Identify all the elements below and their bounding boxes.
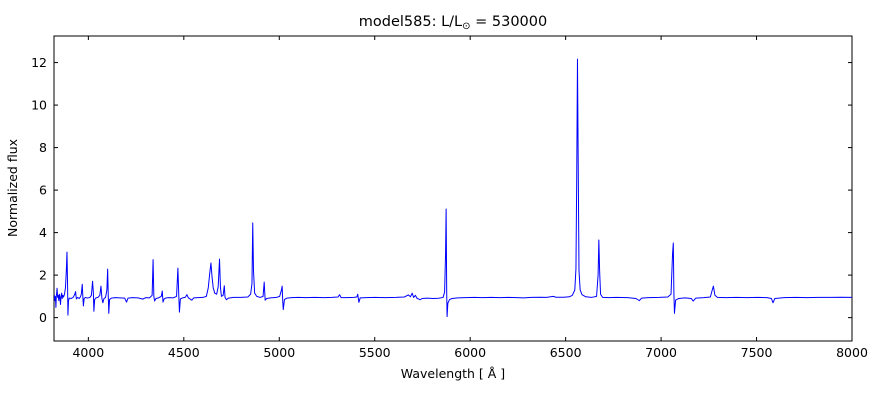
y-tick-label: 6: [39, 183, 47, 198]
y-tick-label: 8: [39, 140, 47, 155]
tick-layer: 4000 4500 5000 5500 6000 6500 7000 7500 8000 0 2 4 6…: [31, 36, 868, 360]
x-tick-label: 4500: [168, 345, 200, 360]
y-tick-label: 0: [39, 310, 47, 325]
y-tick-label: 12: [31, 55, 47, 70]
spectrum-line: [54, 58, 852, 318]
x-tick-label: 4000: [72, 345, 104, 360]
x-tick-label: 7500: [741, 345, 773, 360]
y-tick-label: 2: [39, 268, 47, 283]
x-tick-label: 8000: [836, 345, 868, 360]
y-tick-label: 4: [39, 225, 47, 240]
chart-title: model585: L/L⊙ = 530000: [359, 14, 548, 32]
plot-frame: [53, 35, 853, 342]
y-axis-label: Normalized flux: [5, 139, 20, 237]
x-tick-label: 5000: [263, 345, 295, 360]
data-layer: [54, 58, 852, 318]
x-axis-label: Wavelength [ Å ]: [401, 366, 505, 381]
x-tick-label: 6500: [550, 345, 582, 360]
y-tick-label: 10: [31, 98, 47, 113]
x-tick-label: 7000: [645, 345, 677, 360]
x-tick-label: 5500: [359, 345, 391, 360]
x-tick-label: 6000: [454, 345, 486, 360]
